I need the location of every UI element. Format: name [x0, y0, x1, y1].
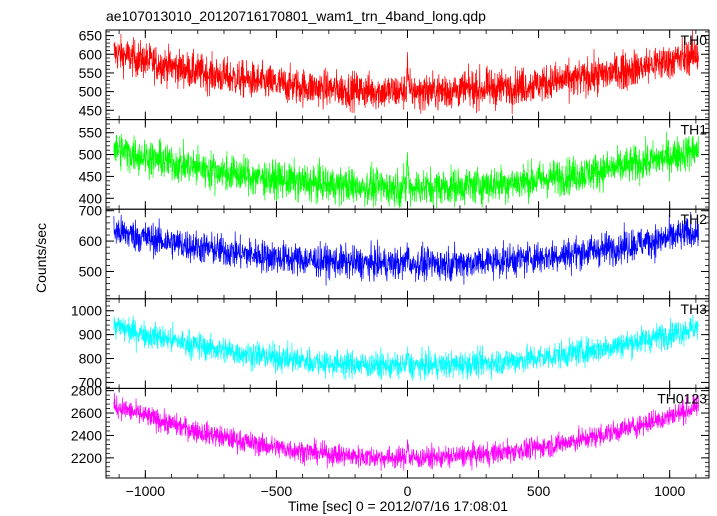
panel-th0: 450 500 550 600 650 TH0	[79, 28, 710, 121]
x-tick-label: 1000	[654, 483, 685, 499]
series-line-th0123	[113, 392, 699, 471]
y-tick-label: 2200	[71, 450, 102, 466]
x-tick-label: 500	[527, 483, 551, 499]
y-tick-label: 450	[79, 168, 103, 184]
y-tick-label: 500	[79, 263, 103, 279]
series-line-th0	[113, 30, 699, 115]
y-axis-title: Counts/sec	[33, 223, 49, 293]
y-tick-label: 2400	[71, 427, 102, 443]
y-tick-label: 550	[79, 65, 103, 81]
chart-title: ae107013010_20120716170801_wam1_trn_4ban…	[106, 8, 486, 24]
y-tick-label: 700	[79, 203, 103, 219]
y-tick-label: 500	[79, 84, 103, 100]
x-tick-label: −1000	[126, 483, 166, 499]
panel-th2: 500 600 700 TH2	[79, 203, 710, 300]
y-tick-label: 800	[79, 351, 103, 367]
series-line-th2	[113, 212, 699, 286]
panel-th1: 400 450 500 550 TH1	[79, 119, 710, 210]
y-tick-label: 900	[79, 327, 103, 343]
panels: 450 500 550 600 650 TH0 400 450 500 550 TH1 500 600 7…	[71, 28, 710, 479]
panel-label-th1: TH1	[681, 122, 708, 138]
y-tick-label: 600	[79, 46, 103, 62]
x-axis-title: Time [sec] 0 = 2012/07/16 17:08:01	[288, 498, 508, 514]
y-tick-label: 2600	[71, 405, 102, 421]
y-tick-label: 400	[79, 190, 103, 206]
y-tick-label: 500	[79, 147, 103, 163]
x-tick-label: 0	[404, 483, 412, 499]
series-line-th3	[113, 315, 699, 381]
y-tick-label: 700	[79, 374, 103, 390]
y-tick-label: 650	[79, 28, 103, 44]
y-tick-label: 2800	[71, 383, 102, 399]
panel-label-th0: TH0	[681, 32, 708, 48]
series-line-th1	[113, 131, 699, 209]
y-tick-label: 550	[79, 125, 103, 141]
panel-label-th2: TH2	[681, 211, 708, 227]
x-tick-label: −500	[261, 483, 293, 499]
panel-th0123: 2200 2400 2600 2800 TH0123	[71, 383, 710, 479]
y-tick-label: 600	[79, 233, 103, 249]
panel-th3: 700 800 900 1000 TH3	[71, 298, 710, 390]
panel-label-th0123: TH0123	[657, 390, 707, 406]
x-axis: −1000 −500 0 500 1000	[126, 483, 686, 499]
panel-label-th3: TH3	[681, 301, 708, 317]
y-tick-label: 1000	[71, 303, 102, 319]
y-tick-label: 450	[79, 102, 103, 118]
